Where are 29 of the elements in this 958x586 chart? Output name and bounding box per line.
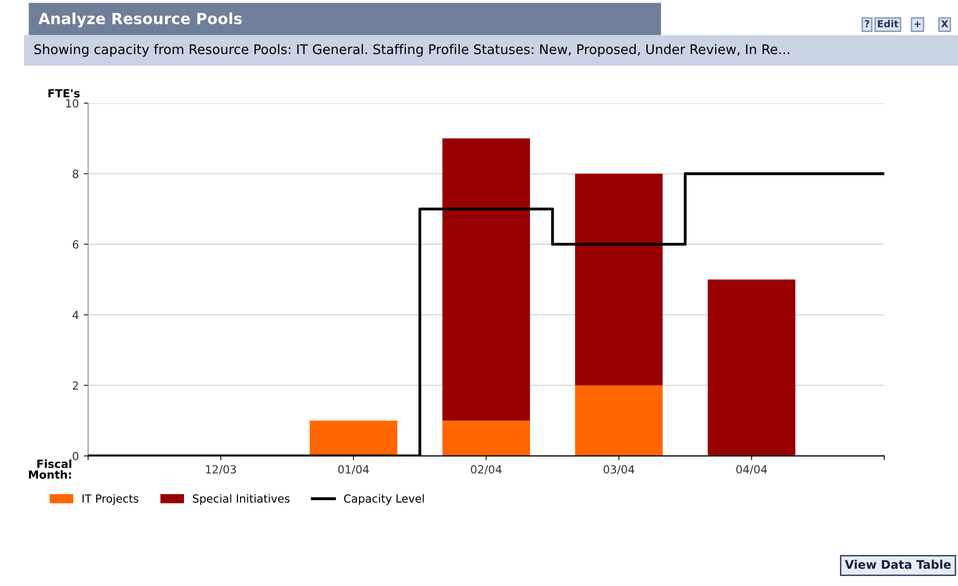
text: +	[914, 21, 921, 28]
text: ?	[864, 20, 870, 28]
x-axis-title: Fiscal Month:	[28, 459, 72, 479]
legend-label: Special Initiatives	[192, 494, 290, 505]
bar	[575, 174, 663, 386]
legend-label: IT Projects	[82, 494, 138, 505]
chart-title: Analyze Resource Pools	[38, 12, 242, 28]
bar	[575, 385, 663, 456]
bar	[442, 138, 530, 421]
y-tick-label: 2	[72, 381, 78, 390]
bar	[310, 420, 398, 456]
legend-label: Capacity Level	[344, 494, 424, 505]
text: Edit	[878, 20, 898, 28]
text: View Data Table	[844, 560, 951, 569]
x-tick-label: 12/03	[206, 465, 236, 474]
x-tick-label: 01/04	[338, 465, 369, 474]
y-tick-label: 8	[72, 170, 78, 178]
y-tick-label: 4	[72, 310, 78, 320]
x-tick-label: 02/04	[470, 465, 502, 474]
bar	[442, 420, 530, 456]
bar	[708, 280, 796, 456]
x-tick-label: 04/04	[736, 465, 767, 474]
y-tick-label: 0	[72, 452, 78, 460]
chart-subtitle: Showing capacity from Resource Pools: IT General. Staffing Profile Statuses: New, Proposed, Under Review, In Re...	[34, 44, 790, 57]
x-tick-label: 03/04	[604, 465, 634, 474]
y-axis-title: FTE's	[48, 89, 80, 98]
text: X	[941, 20, 948, 28]
y-tick-label: 10	[66, 99, 78, 108]
y-tick-label: 6	[72, 240, 78, 249]
